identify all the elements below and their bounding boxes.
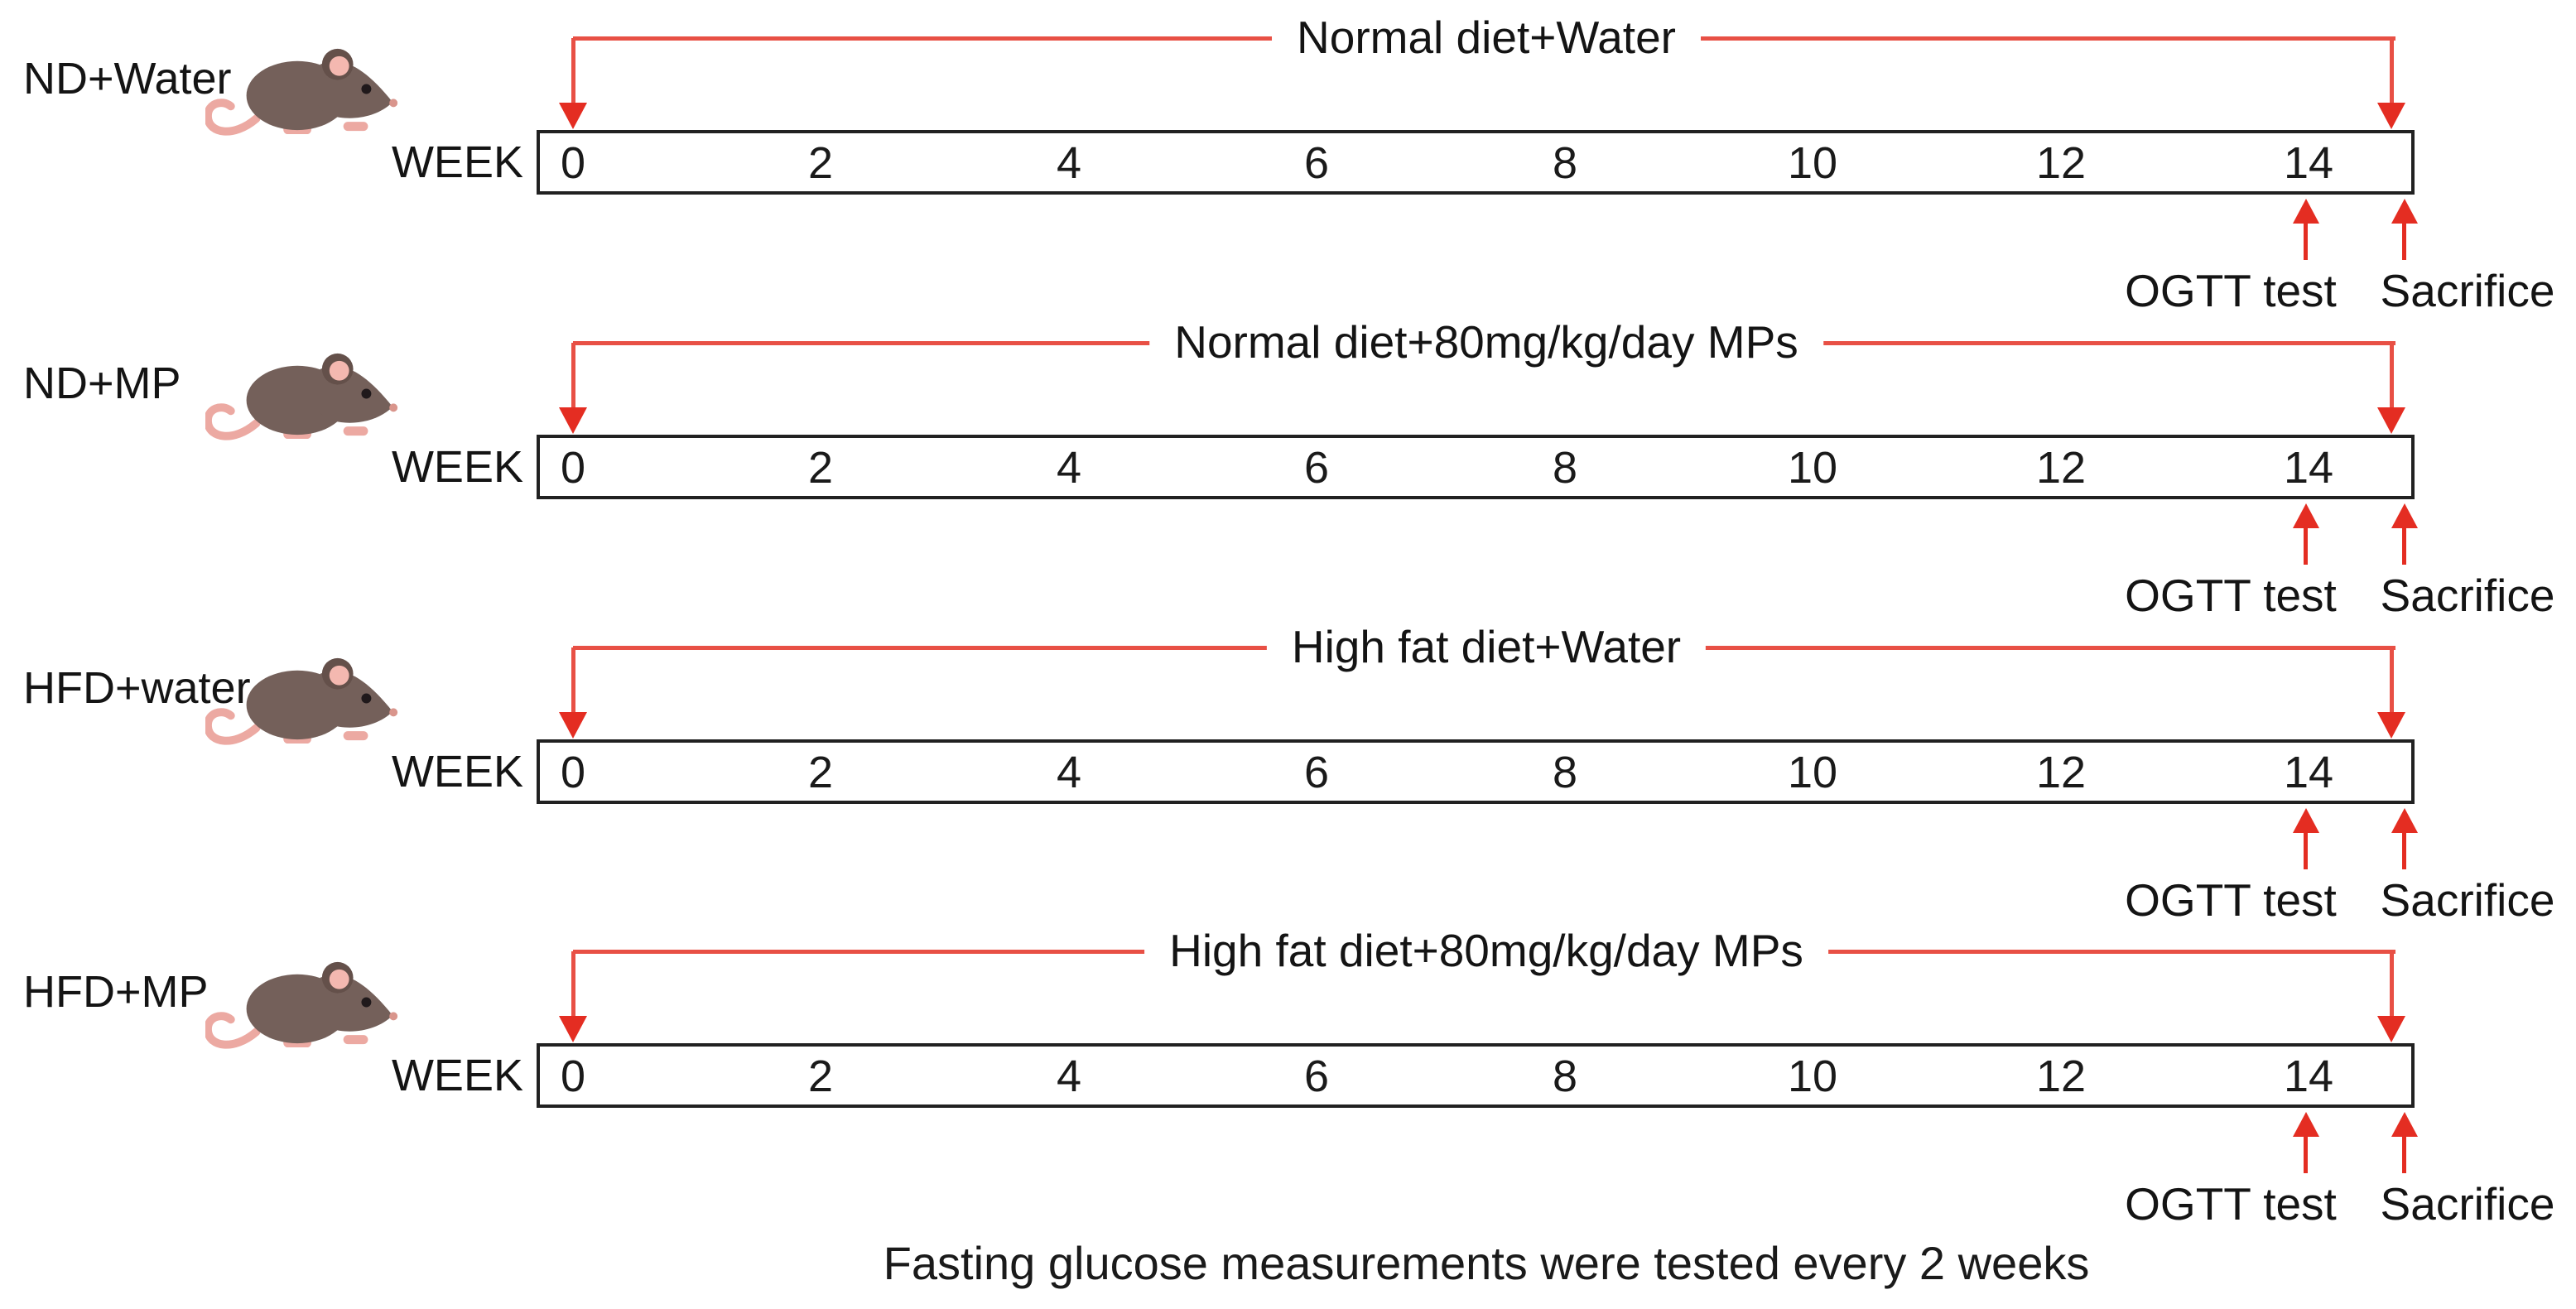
- mouse-icon: [205, 48, 398, 136]
- week-tick: 4: [1056, 138, 1082, 188]
- group-row-nd-water: ND+Water Normal diet+Water WEEK 0 2 4 6 …: [0, 0, 2576, 316]
- arrow-down-start-icon: [559, 407, 587, 434]
- arrow-down-end-icon: [2377, 712, 2405, 739]
- timeline-bar: [537, 435, 2415, 499]
- week-tick: 0: [560, 443, 586, 493]
- week-tick: 14: [2283, 138, 2334, 188]
- group-row-nd-mp: ND+MP Normal diet+80mg/kg/day MPs WEEK 0…: [0, 305, 2576, 621]
- week-tick: 4: [1056, 1052, 1082, 1101]
- bracket-end-line: [2390, 38, 2394, 106]
- sacrifice-label: Sacrifice: [2380, 1178, 2555, 1230]
- arrow-down-end-icon: [2377, 103, 2405, 129]
- ogtt-arrow-up-icon: [2293, 199, 2319, 224]
- week-tick: 8: [1552, 138, 1578, 188]
- ogtt-arrow-up-icon: [2293, 808, 2319, 833]
- week-tick: 12: [2035, 748, 2087, 797]
- week-axis-label: WEEK: [391, 137, 523, 187]
- timeline-bar: [537, 739, 2415, 804]
- arrow-down-start-icon: [559, 712, 587, 739]
- week-tick: 8: [1552, 1052, 1578, 1101]
- sacrifice-label: Sacrifice: [2380, 265, 2555, 316]
- arrow-down-start-icon: [559, 103, 587, 129]
- sacrifice-arrow-up-icon: [2391, 503, 2418, 528]
- sacrifice-arrow-shaft: [2402, 219, 2406, 260]
- week-tick: 14: [2283, 443, 2334, 493]
- week-tick: 10: [1787, 1052, 1838, 1101]
- week-tick: 2: [807, 748, 834, 797]
- mouse-icon: [205, 657, 398, 745]
- week-tick: 0: [560, 138, 586, 188]
- week-tick: 2: [807, 138, 834, 188]
- week-tick: 10: [1787, 138, 1838, 188]
- group-row-hfd-mp: HFD+MP High fat diet+80mg/kg/day MPs WEE…: [0, 913, 2576, 1230]
- mouse-icon: [205, 961, 398, 1049]
- sacrifice-arrow-up-icon: [2391, 808, 2418, 833]
- treatment-label: Normal diet+80mg/kg/day MPs: [1149, 311, 1823, 373]
- bracket-start-line: [571, 951, 575, 1019]
- week-tick: 14: [2283, 1052, 2334, 1101]
- week-tick: 4: [1056, 443, 1082, 493]
- ogtt-label: OGTT test: [2125, 1178, 2337, 1230]
- sacrifice-arrow-shaft: [2402, 523, 2406, 565]
- sacrifice-label: Sacrifice: [2380, 570, 2555, 621]
- sacrifice-arrow-up-icon: [2391, 1112, 2418, 1137]
- sacrifice-arrow-shaft: [2402, 1132, 2406, 1173]
- ogtt-label: OGTT test: [2125, 874, 2337, 926]
- week-tick: 8: [1552, 443, 1578, 493]
- week-axis-label: WEEK: [391, 442, 523, 492]
- week-tick: 2: [807, 1052, 834, 1101]
- week-tick: 12: [2035, 1052, 2087, 1101]
- arrow-down-end-icon: [2377, 1016, 2405, 1042]
- bracket-end-line: [2390, 343, 2394, 411]
- group-label: ND+MP: [23, 359, 181, 408]
- figure-caption: Fasting glucose measurements were tested…: [883, 1237, 2090, 1289]
- bracket-end-line: [2390, 647, 2394, 715]
- group-label: HFD+MP: [23, 967, 209, 1017]
- week-tick: 6: [1303, 138, 1330, 188]
- week-tick: 6: [1303, 443, 1330, 493]
- timeline-bar: [537, 130, 2415, 195]
- arrow-down-start-icon: [559, 1016, 587, 1042]
- ogtt-arrow-shaft: [2304, 1132, 2308, 1173]
- week-tick: 12: [2035, 443, 2087, 493]
- bracket-start-line: [571, 647, 575, 715]
- ogtt-arrow-up-icon: [2293, 1112, 2319, 1137]
- week-tick: 8: [1552, 748, 1578, 797]
- week-tick: 6: [1303, 1052, 1330, 1101]
- group-label: HFD+water: [23, 663, 251, 713]
- timeline-bar: [537, 1043, 2415, 1108]
- sacrifice-arrow-up-icon: [2391, 199, 2418, 224]
- ogtt-label: OGTT test: [2125, 265, 2337, 316]
- ogtt-label: OGTT test: [2125, 570, 2337, 621]
- week-tick: 14: [2283, 748, 2334, 797]
- sacrifice-arrow-shaft: [2402, 828, 2406, 869]
- treatment-label: Normal diet+Water: [1272, 7, 1701, 68]
- ogtt-arrow-shaft: [2304, 219, 2308, 260]
- week-tick: 0: [560, 1052, 586, 1101]
- bracket-end-line: [2390, 951, 2394, 1019]
- week-tick: 6: [1303, 748, 1330, 797]
- ogtt-arrow-up-icon: [2293, 503, 2319, 528]
- week-axis-label: WEEK: [391, 1051, 523, 1100]
- week-axis-label: WEEK: [391, 747, 523, 796]
- treatment-label: High fat diet+Water: [1266, 616, 1707, 677]
- mouse-icon: [205, 353, 398, 440]
- week-tick: 4: [1056, 748, 1082, 797]
- arrow-down-end-icon: [2377, 407, 2405, 434]
- week-tick: 0: [560, 748, 586, 797]
- week-tick: 2: [807, 443, 834, 493]
- group-label: ND+Water: [23, 54, 232, 103]
- week-tick: 10: [1787, 748, 1838, 797]
- week-tick: 12: [2035, 138, 2087, 188]
- bracket-start-line: [571, 343, 575, 411]
- bracket-start-line: [571, 38, 575, 106]
- group-row-hfd-water: HFD+water High fat diet+Water WEEK 0 2 4…: [0, 609, 2576, 926]
- treatment-label: High fat diet+80mg/kg/day MPs: [1144, 920, 1828, 981]
- ogtt-arrow-shaft: [2304, 523, 2308, 565]
- ogtt-arrow-shaft: [2304, 828, 2308, 869]
- sacrifice-label: Sacrifice: [2380, 874, 2555, 926]
- week-tick: 10: [1787, 443, 1838, 493]
